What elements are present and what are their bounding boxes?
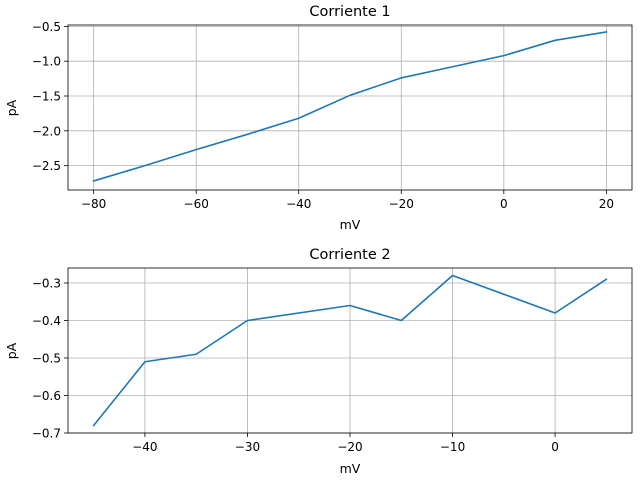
x-tick-label: 20 bbox=[599, 197, 614, 211]
x-axis-label: mV bbox=[340, 217, 361, 232]
chart-title: Corriente 1 bbox=[309, 4, 390, 20]
y-tick-label: −0.6 bbox=[32, 389, 61, 403]
x-tick-label: 0 bbox=[500, 197, 508, 211]
x-tick-label: −60 bbox=[184, 197, 209, 211]
x-tick-label: −80 bbox=[81, 197, 106, 211]
y-tick-label: −2.0 bbox=[32, 124, 61, 138]
y-tick-label: −0.5 bbox=[32, 20, 61, 34]
y-tick-label: −1.5 bbox=[32, 90, 61, 104]
x-tick-label: −20 bbox=[389, 197, 414, 211]
chart-title: Corriente 2 bbox=[309, 247, 390, 263]
x-tick-label: −40 bbox=[286, 197, 311, 211]
chart-corriente-1: Corriente 1 mV pA −80 −60 −40 −20 0 20 −2.5 −2.… bbox=[4, 4, 633, 232]
x-axis-label: mV bbox=[340, 461, 361, 476]
chart-corriente-2: Corriente 2 mV pA −40 −30 −20 −10 0 −0.7 −0.6 −… bbox=[4, 247, 633, 476]
series-line bbox=[92, 31, 608, 182]
y-tick-label: −0.4 bbox=[32, 314, 61, 328]
x-tick-label: −40 bbox=[132, 440, 157, 454]
y-axis-label: pA bbox=[4, 342, 19, 359]
grid-lines bbox=[68, 25, 632, 190]
x-tick-label: −10 bbox=[440, 440, 465, 454]
x-tick-label: 0 bbox=[551, 440, 559, 454]
x-tick-label: −20 bbox=[337, 440, 362, 454]
y-tick-label: −0.5 bbox=[32, 352, 61, 366]
grid-lines bbox=[68, 268, 632, 434]
y-tick-label: −1.0 bbox=[32, 55, 61, 69]
y-axis-label: pA bbox=[4, 99, 19, 116]
series-line bbox=[92, 274, 608, 427]
x-tick-label: −30 bbox=[235, 440, 260, 454]
plot-frame bbox=[67, 24, 633, 191]
y-tick-label: −0.7 bbox=[32, 427, 61, 441]
y-tick-label: −2.5 bbox=[32, 159, 61, 173]
y-tick-label: −0.3 bbox=[32, 277, 61, 291]
